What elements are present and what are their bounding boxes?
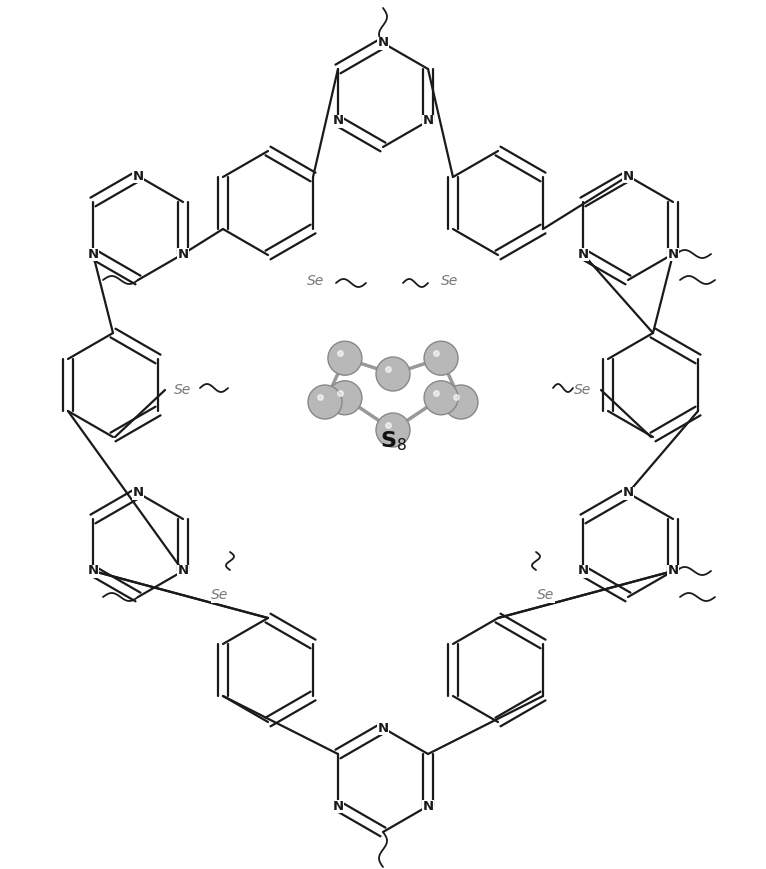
Circle shape — [308, 385, 342, 419]
Text: $\mathbf{S}_8$: $\mathbf{S}_8$ — [379, 429, 407, 453]
Text: N: N — [332, 799, 343, 813]
Circle shape — [424, 381, 458, 415]
Text: Se: Se — [538, 588, 555, 602]
Text: N: N — [178, 248, 188, 261]
Circle shape — [376, 357, 410, 391]
Circle shape — [424, 342, 458, 375]
Text: Se: Se — [175, 383, 192, 397]
Text: N: N — [87, 565, 99, 578]
Text: N: N — [87, 248, 99, 261]
Circle shape — [376, 413, 410, 447]
Text: N: N — [667, 248, 679, 261]
Text: N: N — [332, 115, 343, 128]
Text: Se: Se — [307, 274, 325, 288]
Text: Se: Se — [211, 588, 228, 602]
Text: N: N — [578, 565, 588, 578]
Text: Se: Se — [441, 274, 459, 288]
Text: N: N — [423, 115, 434, 128]
Text: N: N — [133, 169, 143, 182]
Text: N: N — [378, 721, 388, 734]
Text: N: N — [178, 565, 188, 578]
Text: N: N — [423, 799, 434, 813]
Circle shape — [328, 381, 362, 415]
Text: N: N — [578, 248, 588, 261]
Text: N: N — [378, 36, 388, 50]
Text: N: N — [133, 487, 143, 500]
Circle shape — [444, 385, 478, 419]
Circle shape — [328, 342, 362, 375]
Text: N: N — [667, 565, 679, 578]
Text: N: N — [623, 487, 633, 500]
Text: N: N — [623, 169, 633, 182]
Text: Se: Se — [574, 383, 591, 397]
